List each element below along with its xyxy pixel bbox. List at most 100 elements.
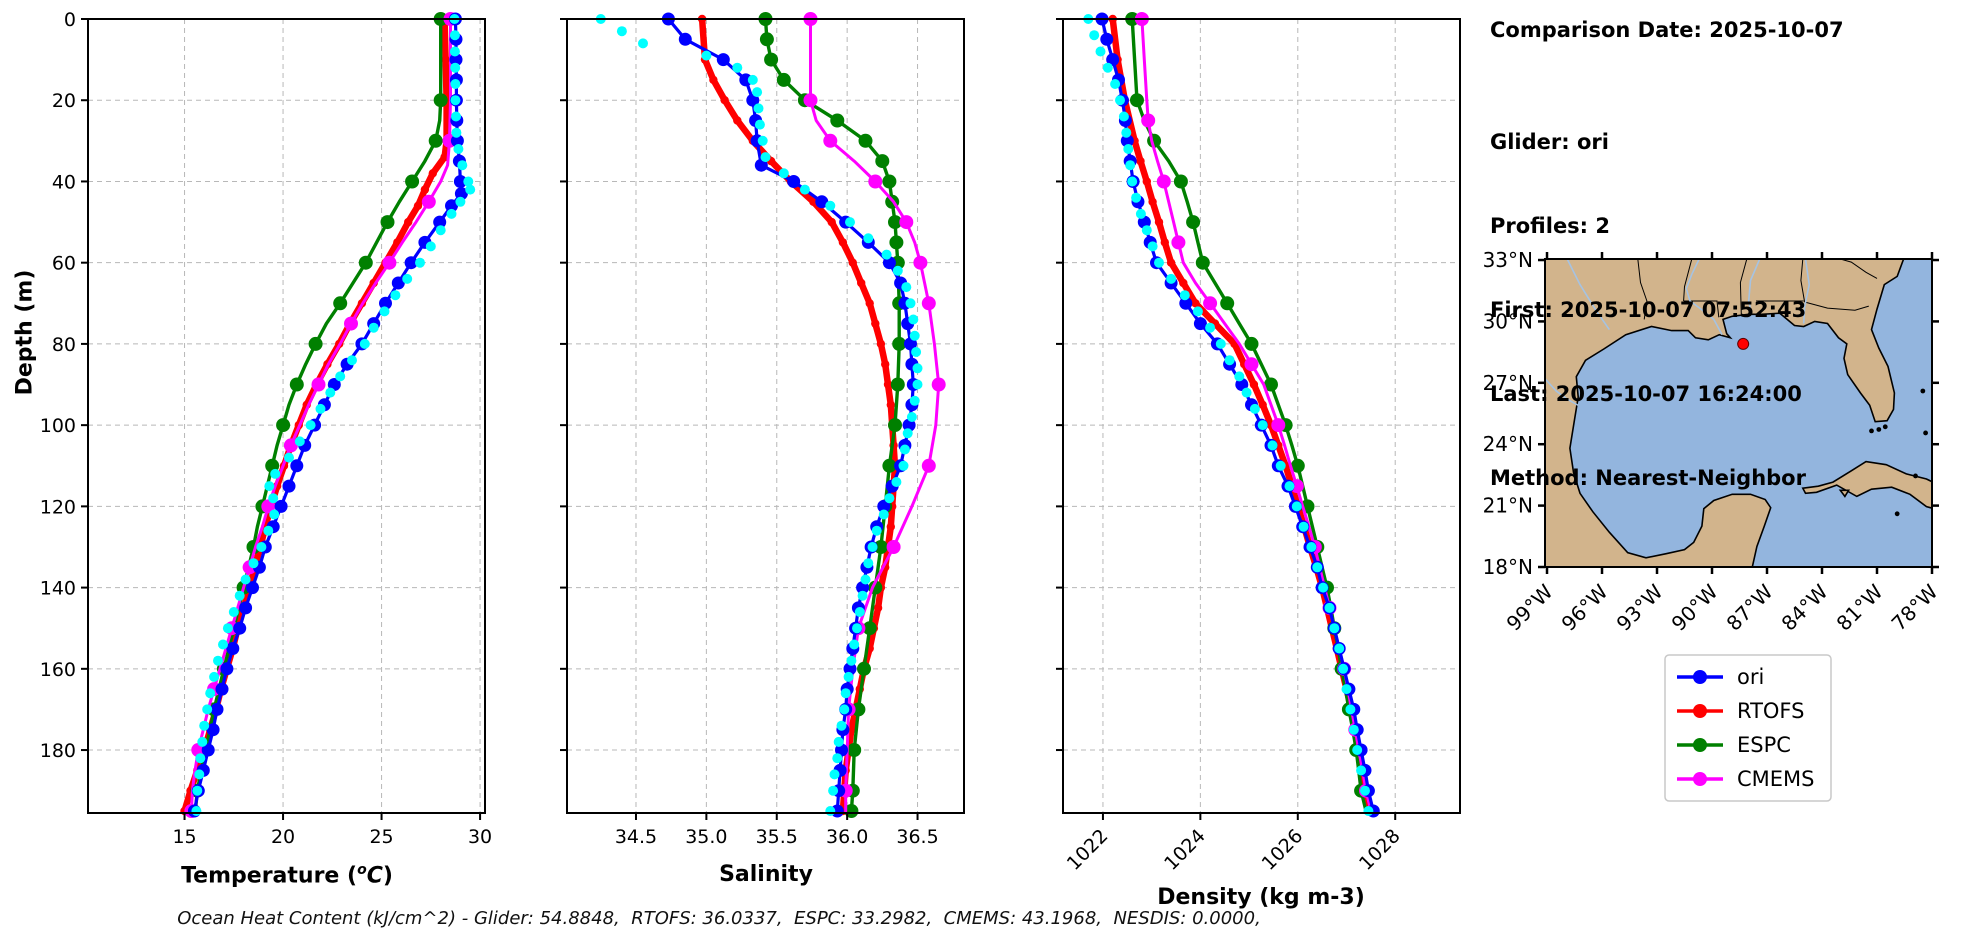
temperature-glider_scatter-marker bbox=[205, 688, 216, 699]
temperature-ori-marker bbox=[379, 296, 392, 310]
temperature-ESPC-marker bbox=[433, 93, 448, 108]
temperature-glider_scatter-marker bbox=[379, 306, 390, 317]
density-ESPC-marker bbox=[1244, 336, 1259, 351]
temperature-glider_scatter-marker bbox=[213, 655, 223, 666]
salinity-axes-spine bbox=[566, 18, 965, 814]
legend-item-rtofs: RTOFS bbox=[1677, 699, 1804, 723]
temperature-RTOFS-marker bbox=[404, 217, 413, 227]
temperature-glider_scatter-marker bbox=[192, 785, 203, 796]
temperature-glider_scatter-marker bbox=[435, 225, 446, 236]
temperature-glider_scatter-marker bbox=[263, 525, 274, 536]
map-lat-label: 30°N bbox=[1483, 309, 1533, 333]
temperature-glider_scatter-marker bbox=[335, 371, 346, 382]
ohc-caption: Ocean Heat Content (kJ/cm^2) - Glider: 5… bbox=[177, 908, 1261, 929]
temperature-glider_scatter-marker bbox=[450, 95, 461, 106]
temperature-glider_scatter-marker bbox=[209, 671, 220, 682]
temperature-ESPC-marker bbox=[308, 336, 323, 351]
salinity-ESPC-marker bbox=[830, 113, 845, 128]
temperature-glider_scatter-marker bbox=[451, 127, 462, 138]
depth-tick-label: 0 bbox=[64, 9, 76, 31]
salinity-RTOFS-marker bbox=[809, 197, 818, 206]
density-glider_scatter-marker bbox=[1312, 562, 1323, 573]
density-glider_scatter-marker bbox=[1141, 225, 1152, 236]
map-island bbox=[1876, 427, 1882, 432]
salinity-series-glider_scatter bbox=[595, 14, 923, 816]
salinity-CMEMS-marker bbox=[913, 255, 928, 270]
density-glider_scatter-marker bbox=[1249, 403, 1260, 414]
last-profile-line: Last: 2025-10-07 16:24:00 bbox=[1490, 382, 1802, 406]
temperature-ori-marker bbox=[450, 134, 464, 148]
density-glider_scatter-marker bbox=[1118, 111, 1129, 122]
map-island bbox=[1882, 424, 1888, 430]
glider-info-block: Glider: ori Profiles: 2 First: 2025-10-0… bbox=[1490, 72, 1806, 548]
temperature-CMEMS-marker bbox=[382, 255, 397, 270]
map-frame bbox=[1544, 258, 1933, 568]
density-RTOFS-marker bbox=[1148, 197, 1157, 206]
salinity-glider_scatter-marker bbox=[828, 785, 839, 796]
map-state-border bbox=[1804, 301, 1869, 311]
density-glider_scatter-marker bbox=[1329, 623, 1340, 634]
density-glider_scatter-marker bbox=[1154, 257, 1164, 268]
salinity-ESPC-marker bbox=[888, 418, 902, 433]
salinity-glider_scatter-marker bbox=[908, 314, 919, 325]
temperature-glider_scatter-marker bbox=[268, 493, 279, 504]
salinity-ESPC-marker bbox=[875, 154, 890, 169]
temperature-glider_scatter-marker bbox=[270, 468, 281, 479]
depth-tick-label: 180 bbox=[40, 740, 76, 762]
temperature-glider_scatter-marker bbox=[284, 452, 294, 463]
depth-tick-label: 40 bbox=[52, 171, 76, 193]
map-river bbox=[1747, 259, 1761, 310]
salinity-glider_scatter-marker bbox=[752, 87, 763, 98]
salinity-glider_scatter-marker bbox=[884, 493, 895, 504]
temperature-glider_scatter-marker bbox=[449, 30, 460, 41]
temperature-glider_scatter-marker bbox=[256, 542, 267, 552]
temperature-ori-marker bbox=[215, 682, 229, 696]
salinity-glider_scatter-marker bbox=[863, 233, 874, 244]
temperature-ori-marker bbox=[282, 479, 296, 493]
salinity-CMEMS-marker bbox=[868, 174, 883, 189]
legend-item-espc: ESPC bbox=[1677, 733, 1791, 757]
density-glider_scatter-marker bbox=[1095, 46, 1106, 57]
salinity-RTOFS-marker bbox=[871, 319, 880, 328]
density-ESPC-marker bbox=[1195, 255, 1210, 270]
density-ESPC-marker bbox=[1220, 296, 1235, 311]
temperature-series-CMEMS bbox=[184, 12, 458, 818]
x-tick-label: 35.0 bbox=[685, 826, 727, 848]
x-tick-label: 35.5 bbox=[756, 826, 798, 848]
salinity-ESPC-marker bbox=[873, 540, 888, 554]
temperature-glider_scatter-marker bbox=[305, 420, 316, 431]
temperature-glider_scatter-marker bbox=[390, 290, 401, 301]
salinity-ori-marker bbox=[843, 662, 857, 676]
temperature-glider_scatter-marker bbox=[457, 160, 468, 171]
map-state-border bbox=[1683, 300, 1720, 318]
map-state-border bbox=[1739, 259, 1748, 315]
salinity-glider_scatter-marker bbox=[891, 477, 902, 487]
temperature-ori-marker bbox=[201, 743, 215, 757]
salinity-glider_scatter-marker bbox=[867, 542, 878, 552]
temperature-glider_scatter-marker bbox=[465, 184, 476, 195]
x-tick-label: 36.0 bbox=[826, 826, 868, 848]
map-state-border bbox=[1800, 259, 1806, 303]
depth-axis-label: Depth (m) bbox=[12, 269, 38, 396]
temperature-CMEMS-marker bbox=[421, 194, 436, 209]
salinity-glider_scatter-marker bbox=[845, 217, 855, 228]
salinity-CMEMS-marker bbox=[921, 458, 936, 473]
method-line: Method: Nearest-Neighbor bbox=[1490, 466, 1806, 490]
salinity-glider_scatter-marker bbox=[905, 298, 916, 309]
map-lon-label: 93°W bbox=[1612, 579, 1668, 635]
temperature-series-glider_scatter bbox=[191, 14, 476, 816]
salinity-RTOFS-marker bbox=[720, 96, 729, 105]
salinity-ESPC-marker bbox=[857, 661, 871, 676]
density-glider_scatter-marker bbox=[1215, 338, 1226, 349]
x-tick-label: 36.5 bbox=[896, 826, 938, 848]
salinity-glider_scatter-marker bbox=[840, 688, 851, 699]
temperature-axes-spine bbox=[87, 18, 486, 814]
density-glider_scatter-marker bbox=[1127, 176, 1138, 187]
salinity-glider_scatter-marker bbox=[906, 412, 917, 422]
map-lat-label: 24°N bbox=[1483, 432, 1533, 456]
salinity-ESPC-marker bbox=[858, 133, 873, 148]
salinity-glider_scatter-marker bbox=[839, 704, 850, 715]
temperature-ori-marker bbox=[274, 499, 288, 513]
map-land-cuba bbox=[1801, 460, 1932, 509]
